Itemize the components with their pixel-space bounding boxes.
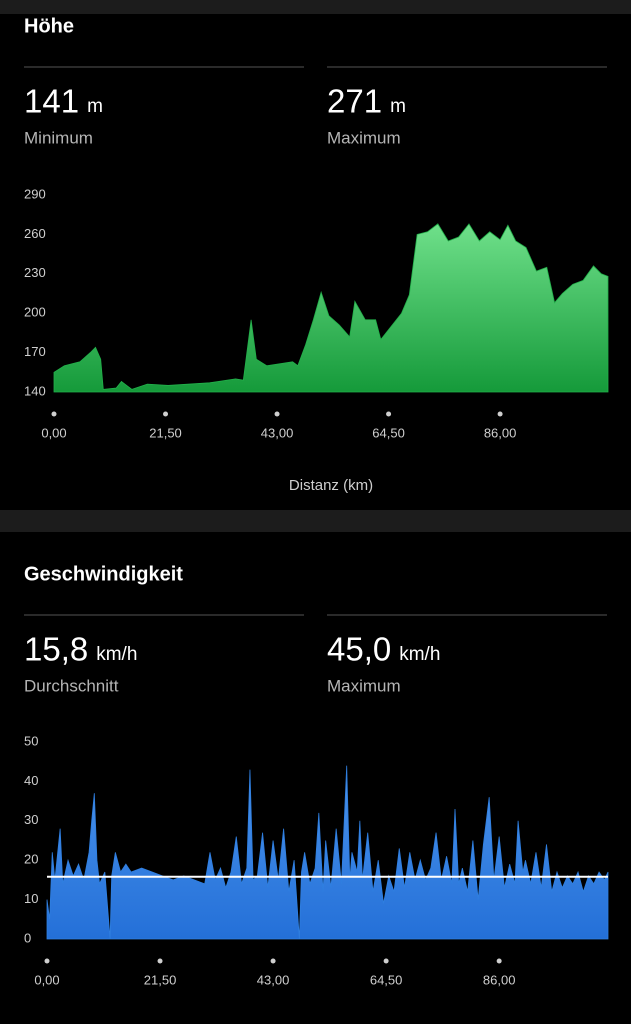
y-tick-label: 260 [24,226,46,241]
x-tick-label: 64,50 [370,972,403,987]
x-axis-label: Distanz (km) [289,477,373,494]
y-tick-label: 10 [24,891,38,906]
stat-value: 15,8 [24,631,88,668]
y-tick-label: 170 [24,344,46,359]
x-tick-dot [163,411,169,417]
stat-unit: km/h [399,644,440,665]
y-tick-label: 20 [24,852,38,867]
x-tick-dot [386,411,392,417]
x-tick-label: 21,50 [149,425,182,440]
y-tick-label: 230 [24,265,46,280]
area [53,223,609,393]
stat-label: Maximum [327,128,401,147]
y-tick-label: 50 [24,733,38,748]
y-tick-label: 290 [24,186,46,201]
y-tick-label: 0 [24,930,31,945]
y-tick-label: 30 [24,812,38,827]
x-tick-label: 64,50 [372,425,405,440]
x-tick-dot [270,958,276,964]
stat-value: 141 [24,83,79,120]
stat-unit: m [87,96,103,117]
y-tick-label: 140 [24,383,46,398]
stat-unit: km/h [96,644,137,665]
stat-label: Maximum [327,676,401,695]
stat-unit: m [390,96,406,117]
y-tick-label: 200 [24,305,46,320]
x-tick-dot [496,958,502,964]
x-tick-label: 86,00 [484,425,517,440]
x-tick-label: 0,00 [34,972,59,987]
x-tick-dot [383,958,389,964]
top-band [0,0,631,14]
x-tick-label: 43,00 [261,425,294,440]
x-tick-dot [44,958,50,964]
section-title: Geschwindigkeit [24,563,183,585]
stat-value: 271 [327,83,382,120]
x-tick-dot [497,411,503,417]
area [46,765,609,940]
x-tick-label: 21,50 [144,972,177,987]
x-tick-label: 0,00 [41,425,66,440]
x-tick-dot [51,411,57,417]
y-tick-label: 40 [24,773,38,788]
x-tick-label: 43,00 [257,972,290,987]
stat-label: Durchschnitt [24,676,119,695]
x-tick-dot [274,411,280,417]
stat-label: Minimum [24,128,93,147]
x-tick-label: 86,00 [483,972,516,987]
x-tick-dot [157,958,163,964]
section-divider [0,510,631,532]
section-title: Höhe [24,15,74,37]
stat-value: 45,0 [327,631,391,668]
